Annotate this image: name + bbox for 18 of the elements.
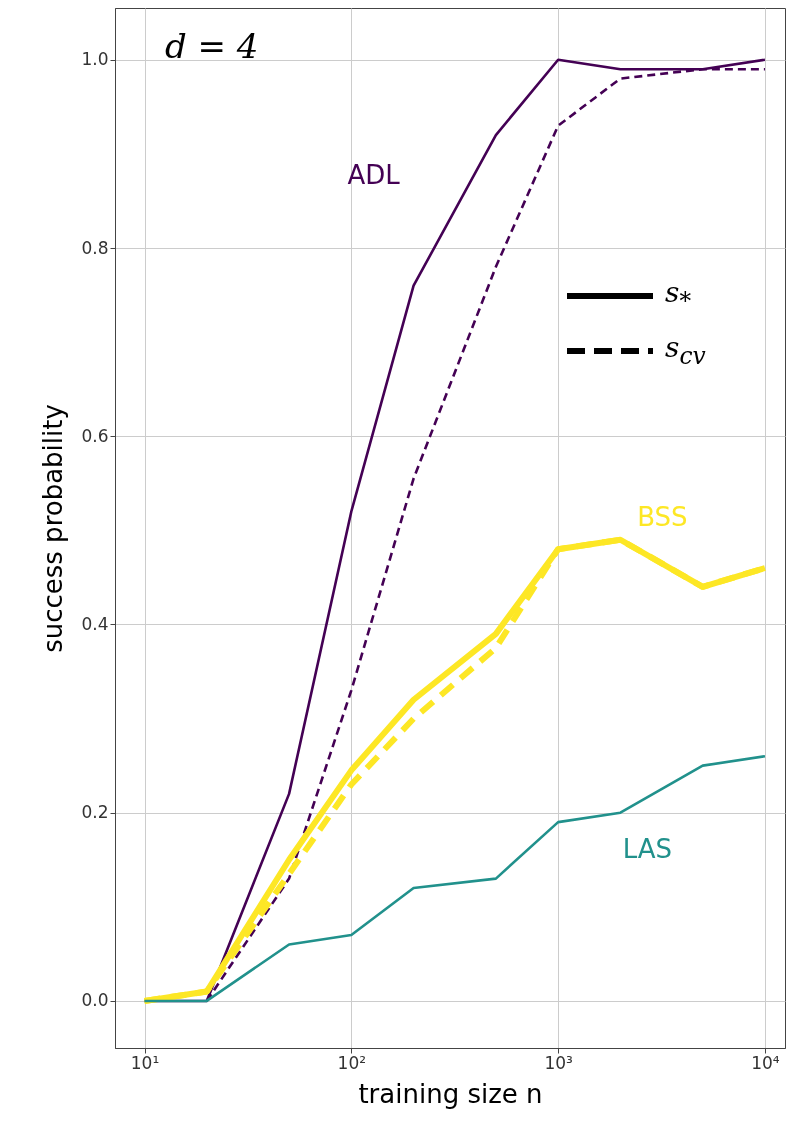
y-tick-label: 0.4 [81,613,109,634]
y-tick-label: 1.0 [81,49,109,70]
text: ADL [347,159,401,190]
x-tick-label: 10² [337,1052,367,1073]
series-label: BSS [637,501,688,532]
annotation: d = 4 [165,26,259,66]
x-tick-label: 10¹ [130,1052,160,1073]
x-axis-title: training size n [358,1078,543,1109]
x-tick-label: 10⁴ [751,1052,780,1073]
y-tick-label: 0.8 [81,237,109,258]
y-axis-title: success probability [38,404,69,653]
y-tick-label: 0.0 [81,990,109,1011]
x-tick-label: 10³ [544,1052,573,1073]
y-tick-label: 0.6 [81,425,109,446]
series-label: LAS [622,833,673,864]
y-tick-label: 0.2 [81,802,109,823]
annotation: s$_{cv}$ [665,331,706,370]
annotation: s$_{*}$ [665,276,692,315]
